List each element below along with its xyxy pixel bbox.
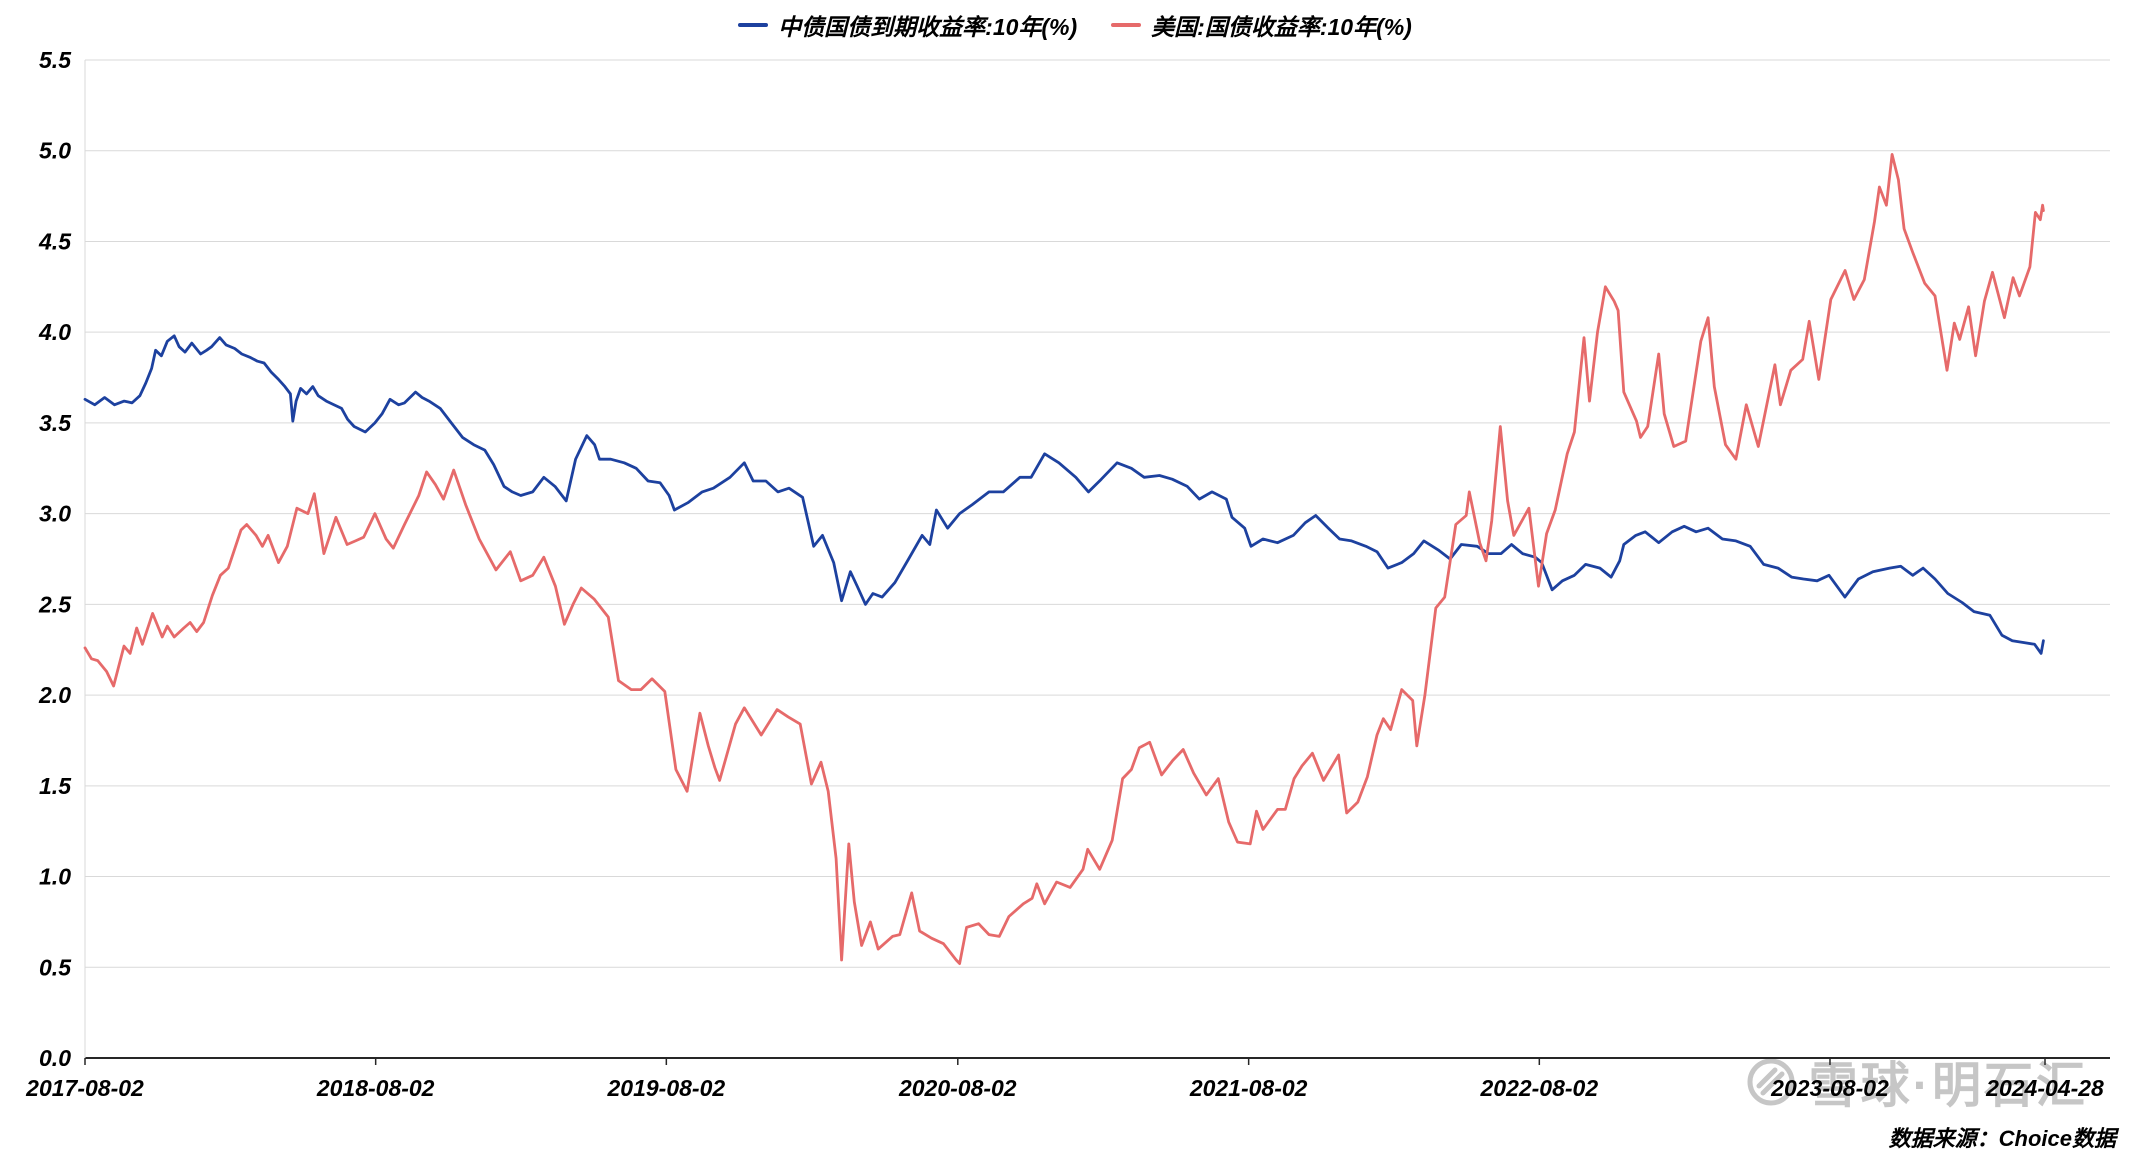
chart-legend: 中债国债到期收益率:10年(%) 美国:国债收益率:10年(%) (0, 8, 2150, 42)
x-tick-label: 2020-08-02 (898, 1075, 1017, 1101)
x-tick-label: 2018-08-02 (316, 1075, 435, 1101)
y-tick-label: 4.0 (38, 319, 71, 345)
xueqiu-logo-icon (1747, 1058, 1795, 1105)
watermark-text: 雪球·明石汇 (1808, 1059, 2088, 1113)
x-tick-label: 2019-08-02 (607, 1075, 726, 1101)
y-tick-label: 0.0 (39, 1045, 71, 1071)
y-tick-label: 2.0 (38, 682, 71, 708)
watermark: 雪球·明石汇 (1745, 1046, 2088, 1117)
y-tick-label: 0.5 (39, 954, 72, 980)
series-line-us-10y (83, 152, 2045, 965)
x-tick-label: 2021-08-02 (1189, 1075, 1308, 1101)
legend-item-china-10y: 中债国债到期收益率:10年(%) (738, 8, 1077, 42)
y-tick-label: 1.0 (39, 864, 71, 890)
legend-label: 美国:国债收益率:10年(%) (1151, 14, 1412, 40)
legend-swatch (1111, 23, 1142, 27)
x-tick-label: 2017-08-02 (25, 1075, 144, 1101)
legend-swatch (738, 23, 769, 27)
y-tick-label: 2.5 (38, 591, 72, 617)
y-tick-label: 4.5 (38, 228, 72, 254)
y-tick-label: 3.0 (39, 501, 71, 527)
data-source-label: 数据来源：Choice数据 (1888, 1126, 2116, 1151)
y-tick-label: 5.5 (39, 47, 72, 73)
legend-label: 中债国债到期收益率:10年(%) (778, 14, 1078, 40)
series-line-china-10y (83, 334, 2045, 655)
y-tick-label: 3.5 (39, 410, 72, 436)
x-tick-label: 2022-08-02 (1479, 1075, 1598, 1101)
y-tick-label: 5.0 (39, 138, 71, 164)
x-tick-label: 2024-04-28 (1985, 1075, 2104, 1101)
x-tick-label: 2023-08-02 (1770, 1075, 1889, 1101)
legend-item-us-10y: 美国:国债收益率:10年(%) (1111, 8, 1412, 42)
y-tick-label: 1.5 (39, 773, 72, 799)
